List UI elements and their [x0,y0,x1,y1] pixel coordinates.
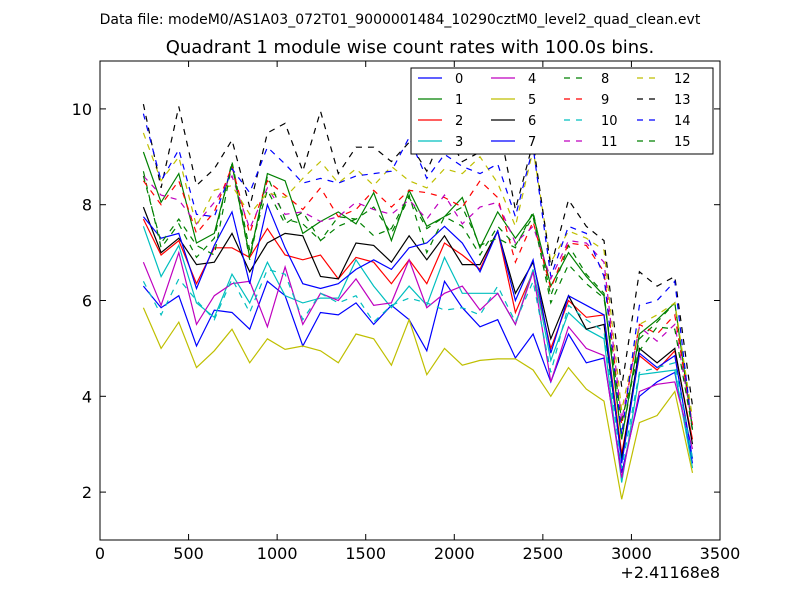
series-line-2 [142,218,694,454]
x-tick-label: 3000 [611,544,652,563]
chart-suptitle: Data file: modeM0/AS1A03_072T01_90000014… [100,12,701,28]
x-tick-labels: 0 500 1000 1500 2000 2500 3000 3500 [95,544,740,563]
x-tick-label: 500 [173,544,204,563]
legend-label-15: 15 [674,135,691,150]
y-tick-label: 6 [82,292,92,311]
y-tick-label: 10 [72,100,92,119]
legend-label-4: 4 [528,72,536,87]
legend-label-14: 14 [674,114,691,129]
x-tick-label: 2500 [522,544,563,563]
legend-label-0: 0 [455,72,463,87]
series-line-5 [142,307,694,500]
series-line-6 [142,206,694,459]
y-tick-labels: 2 4 6 8 10 [72,100,92,502]
legend-label-11: 11 [601,135,618,150]
x-tick-label: 3500 [700,544,741,563]
series-line-7 [142,202,694,464]
x-tick-label: 1000 [257,544,298,563]
legend-label-8: 8 [601,72,609,87]
chart-title: Quadrant 1 module wise count rates with … [166,37,655,58]
legend-label-7: 7 [528,135,536,150]
legend-label-13: 13 [674,93,691,108]
legend-label-9: 9 [601,93,609,108]
legend-label-12: 12 [674,72,691,87]
series-group [142,103,694,500]
series-line-8 [142,161,694,440]
series-line-0 [142,279,694,474]
legend-label-6: 6 [528,114,536,129]
legend-label-3: 3 [455,135,463,150]
series-line-12 [142,132,694,418]
series-line-3 [142,226,694,483]
legend-label-10: 10 [601,114,618,129]
legend-frame [410,67,714,155]
ticks-group [99,61,721,540]
series-line-10 [142,268,694,469]
legend-label-2: 2 [455,114,463,129]
legend-label-1: 1 [455,93,463,108]
x-tick-label: 0 [95,544,105,563]
plot-area [99,60,721,541]
y-tick-label: 4 [82,387,92,406]
x-tick-label: 2000 [434,544,475,563]
x-offset-label: +2.41168e8 [620,563,720,582]
y-tick-label: 2 [82,483,92,502]
series-line-9 [142,164,694,426]
x-tick-label: 1500 [345,544,386,563]
y-tick-label: 8 [82,196,92,215]
legend-label-5: 5 [528,93,536,108]
